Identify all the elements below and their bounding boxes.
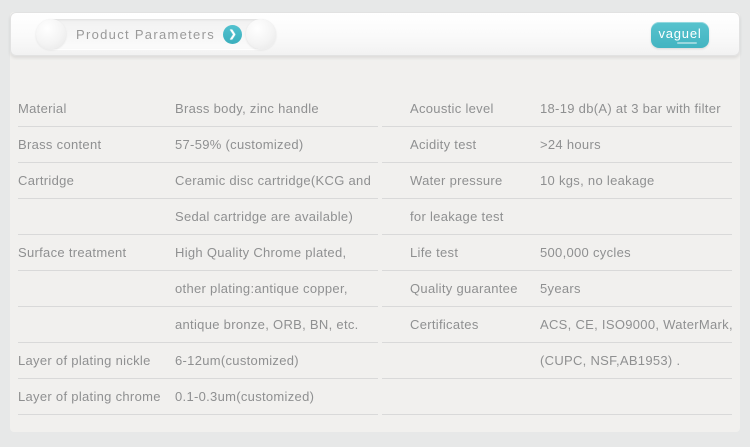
parameters-column-left: Material Brass body, zinc handle Brass c… — [18, 91, 378, 415]
section-title-capsule: Product Parameters ❯ — [36, 19, 277, 49]
table-row: Acoustic level 18-19 db(A) at 3 bar with… — [382, 91, 732, 127]
param-label: Material — [18, 101, 67, 116]
brand-logo: vaguel — [651, 22, 709, 48]
param-value: other plating:antique copper, — [175, 281, 348, 296]
table-row: Acidity test >24 hours — [382, 127, 732, 163]
param-value: >24 hours — [540, 137, 601, 152]
table-row: Water pressure 10 kgs, no leakage — [382, 163, 732, 199]
table-row: Layer of plating nickle 6-12um(customize… — [18, 343, 378, 379]
param-label: Life test — [410, 245, 459, 260]
capsule-end-right — [246, 19, 277, 49]
table-row: Surface treatment High Quality Chrome pl… — [18, 235, 378, 271]
param-value: Sedal cartridge are available) — [175, 209, 354, 224]
param-label: Brass content — [18, 137, 102, 152]
param-label: Surface treatment — [18, 245, 127, 260]
param-value: (CUPC, NSF,AB1953) . — [540, 353, 681, 368]
table-row: Sedal cartridge are available) — [18, 199, 378, 235]
param-label: Acoustic level — [410, 101, 494, 116]
param-value: 0.1-0.3um(customized) — [175, 389, 315, 404]
table-row: Life test 500,000 cycles — [382, 235, 732, 271]
table-row: other plating:antique copper, — [18, 271, 378, 307]
param-label: for leakage test — [410, 209, 504, 224]
param-label: Layer of plating nickle — [18, 353, 151, 368]
param-label: Quality guarantee — [410, 281, 518, 296]
brand-logo-text: vaguel — [658, 25, 702, 41]
table-row: Quality guarantee 5years — [382, 271, 732, 307]
param-value: Ceramic disc cartridge(KCG and — [175, 173, 372, 188]
table-row: antique bronze, ORB, BN, etc. — [18, 307, 378, 343]
param-value: 10 kgs, no leakage — [540, 173, 655, 188]
table-row — [382, 379, 732, 415]
param-label: Cartridge — [18, 173, 75, 188]
param-value: 57-59% (customized) — [175, 137, 304, 152]
param-value: 6-12um(customized) — [175, 353, 299, 368]
param-value: 500,000 cycles — [540, 245, 631, 260]
header-bar: Product Parameters ❯ vaguel — [10, 12, 740, 56]
section-title: Product Parameters — [76, 26, 216, 42]
chevron-right-icon[interactable]: ❯ — [223, 24, 243, 44]
table-row: Material Brass body, zinc handle — [18, 91, 378, 127]
param-label: Acidity test — [410, 137, 477, 152]
content-panel: Product Parameters ❯ vaguel Material Bra… — [10, 12, 740, 432]
param-label: Layer of plating chrome — [18, 389, 161, 404]
table-row: (CUPC, NSF,AB1953) . — [382, 343, 732, 379]
param-label: Water pressure — [410, 173, 503, 188]
table-row: Brass content 57-59% (customized) — [18, 127, 378, 163]
param-label: Certificates — [410, 317, 479, 332]
param-value: High Quality Chrome plated, — [175, 245, 347, 260]
brand-logo-tagline-mark — [677, 41, 697, 44]
param-value: antique bronze, ORB, BN, etc. — [175, 317, 359, 332]
param-value: Brass body, zinc handle — [175, 101, 319, 116]
table-row: Cartridge Ceramic disc cartridge(KCG and — [18, 163, 378, 199]
table-row: for leakage test — [382, 199, 732, 235]
parameters-table: Material Brass body, zinc handle Brass c… — [18, 91, 732, 415]
param-value: 18-19 db(A) at 3 bar with filter — [540, 101, 721, 116]
capsule-end-left — [36, 19, 66, 49]
param-value: ACS, CE, ISO9000, WaterMark, — [540, 317, 732, 332]
table-row: Certificates ACS, CE, ISO9000, WaterMark… — [382, 307, 732, 343]
table-row: Layer of plating chrome 0.1-0.3um(custom… — [18, 379, 378, 415]
parameters-column-right: Acoustic level 18-19 db(A) at 3 bar with… — [382, 91, 732, 415]
param-value: 5years — [540, 281, 581, 296]
